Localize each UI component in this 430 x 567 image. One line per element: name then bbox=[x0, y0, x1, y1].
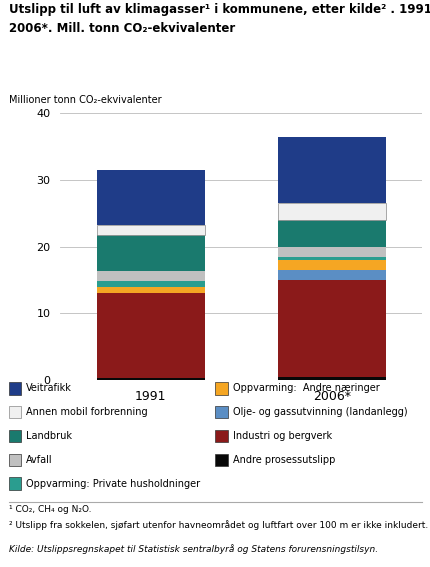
Text: Andre prosessutslipp: Andre prosessutslipp bbox=[232, 455, 335, 465]
Text: Avfall: Avfall bbox=[26, 455, 52, 465]
Bar bbox=[96, 235, 205, 270]
Bar bbox=[96, 287, 205, 293]
Bar bbox=[96, 170, 205, 225]
Bar bbox=[277, 220, 385, 247]
Text: Olje- og gassutvinning (landanlegg): Olje- og gassutvinning (landanlegg) bbox=[232, 407, 406, 417]
Text: Industri og bergverk: Industri og bergverk bbox=[232, 431, 331, 441]
Text: ¹ CO₂, CH₄ og N₂O.: ¹ CO₂, CH₄ og N₂O. bbox=[9, 505, 91, 514]
Text: Oppvarming: Private husholdninger: Oppvarming: Private husholdninger bbox=[26, 479, 200, 489]
Bar bbox=[277, 204, 385, 220]
Text: Oppvarming:  Andre næringer: Oppvarming: Andre næringer bbox=[232, 383, 378, 393]
Bar bbox=[277, 137, 385, 204]
Text: ² Utslipp fra sokkelen, sjøfart utenfor havneområdet og luftfart over 100 m er i: ² Utslipp fra sokkelen, sjøfart utenfor … bbox=[9, 521, 427, 530]
Bar bbox=[96, 293, 205, 378]
Bar bbox=[277, 260, 385, 270]
Bar bbox=[277, 247, 385, 257]
Text: Annen mobil forbrenning: Annen mobil forbrenning bbox=[26, 407, 147, 417]
Bar bbox=[96, 281, 205, 287]
Text: Utslipp til luft av klimagasser¹ i kommunene, etter kilde² . 1991 og: Utslipp til luft av klimagasser¹ i kommu… bbox=[9, 3, 430, 16]
Bar bbox=[277, 257, 385, 260]
Bar bbox=[96, 378, 205, 380]
Bar bbox=[277, 270, 385, 280]
Bar bbox=[277, 280, 385, 376]
Bar bbox=[96, 270, 205, 281]
Text: 2006*. Mill. tonn CO₂-ekvivalenter: 2006*. Mill. tonn CO₂-ekvivalenter bbox=[9, 22, 234, 35]
Bar bbox=[96, 225, 205, 235]
Text: Veitrafikk: Veitrafikk bbox=[26, 383, 71, 393]
Bar bbox=[277, 376, 385, 380]
Text: Landbruk: Landbruk bbox=[26, 431, 72, 441]
Text: Kilde: Utslippsregnskapet til Statistisk sentralbyrå og Statens forurensningstil: Kilde: Utslippsregnskapet til Statistisk… bbox=[9, 544, 377, 554]
Text: Millioner tonn CO₂-ekvivalenter: Millioner tonn CO₂-ekvivalenter bbox=[9, 95, 161, 105]
